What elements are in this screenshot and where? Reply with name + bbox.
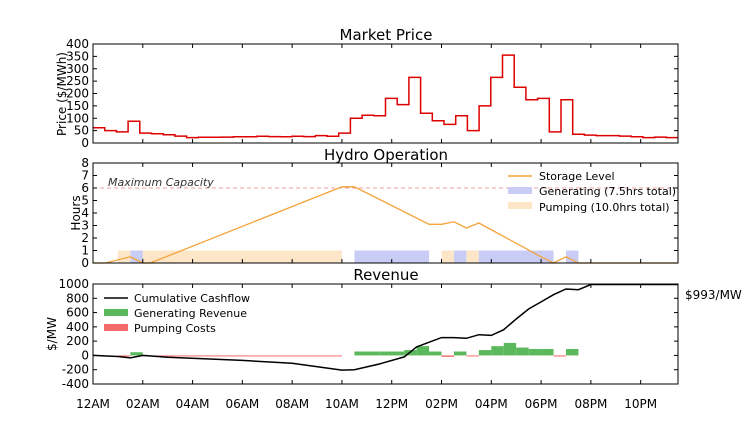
- hours-ytick-label: 2: [81, 231, 89, 245]
- hours-ytick-label: 8: [81, 156, 89, 170]
- maximum-capacity-annotation: Maximum Capacity: [108, 176, 214, 189]
- x-tick-label: 02AM: [126, 397, 160, 411]
- pumping-cost-bar: [553, 355, 566, 357]
- x-tick-label: 04AM: [176, 397, 210, 411]
- legend-pumping-label: Pumping (10.0hrs total): [539, 201, 670, 214]
- revenue-ytick-label: 800: [66, 291, 89, 305]
- price-ytick-label: 100: [66, 111, 89, 125]
- generating-revenue-bar: [379, 351, 405, 356]
- legend-pump-cost-label: Pumping Costs: [134, 322, 216, 335]
- pumping-cost-bar: [142, 355, 342, 357]
- generating-revenue-bar: [478, 350, 492, 356]
- price-ytick-label: 150: [66, 99, 89, 113]
- legend-storage-label: Storage Level: [539, 170, 615, 183]
- generating-revenue-bar: [528, 349, 542, 356]
- x-tick-label: 06PM: [525, 397, 558, 411]
- hydro-operation-frame: [92, 162, 679, 264]
- generating-revenue-bar: [503, 342, 517, 356]
- price-ytick-label: 200: [66, 87, 89, 101]
- pumping-block: [466, 250, 479, 263]
- pumping-block: [117, 250, 131, 263]
- revenue-ytick-label: 1000: [58, 277, 89, 291]
- generating-block: [565, 250, 579, 263]
- legend-generating-swatch: [508, 187, 532, 194]
- revenue-title: Revenue: [353, 266, 418, 284]
- generating-revenue-bar: [416, 346, 430, 356]
- final-cashflow-label: $993/MW: [685, 288, 742, 302]
- pumping-block: [441, 250, 454, 263]
- x-tick-label: 10AM: [325, 397, 359, 411]
- legend-pump-cost-swatch: [104, 324, 128, 331]
- revenue-ytick-label: -400: [62, 377, 89, 391]
- legend-cashflow-label: Cumulative Cashflow: [134, 292, 250, 305]
- hours-ytick-label: 4: [81, 206, 89, 220]
- generating-revenue-bar: [429, 351, 442, 356]
- legend-gen-revenue-label: Generating Revenue: [134, 307, 247, 320]
- revenue-ytick-label: -200: [62, 363, 89, 377]
- price-ytick-label: 50: [74, 124, 89, 138]
- hydro-legend: Storage Level Generating (7.5hrs total) …: [508, 170, 676, 214]
- generating-revenue-bar: [453, 351, 467, 356]
- cumulative-cashflow-line: [92, 283, 678, 371]
- market-price-title: Market Price: [340, 26, 433, 44]
- legend-pumping-swatch: [508, 202, 532, 209]
- market-price-frame: [92, 43, 679, 144]
- legend-gen-revenue-swatch: [104, 309, 128, 316]
- revenue-ytick-label: 400: [66, 320, 89, 334]
- generating-block: [354, 250, 430, 263]
- revenue-legend: Cumulative Cashflow Generating Revenue P…: [104, 292, 250, 335]
- hours-ytick-label: 5: [81, 194, 89, 208]
- price-ytick-label: 0: [81, 136, 89, 150]
- x-tick-label: 10PM: [624, 397, 657, 411]
- x-tick-label: 02PM: [425, 397, 458, 411]
- x-tick-label: 06AM: [225, 397, 259, 411]
- hours-ylabel: Hours: [69, 195, 83, 230]
- pumping-cost-bar: [117, 355, 131, 357]
- hydro-operation-title: Hydro Operation: [324, 146, 448, 164]
- generating-block: [130, 250, 143, 263]
- revenue-ylabel: $/MW: [45, 317, 59, 351]
- hours-ytick-label: 7: [81, 169, 89, 183]
- generating-revenue-bar: [516, 347, 529, 356]
- x-axis-labels: 12AM 02AM 04AM 06AM 08AM 10AM 12PM 02PM 04PM 06PM…: [76, 397, 657, 411]
- generating-revenue-bar: [130, 352, 143, 356]
- price-ylabel: Price ($/MWh): [55, 52, 69, 136]
- price-line: [93, 54, 678, 139]
- hours-ytick-label: 6: [81, 181, 89, 195]
- revenue-ytick-label: 200: [66, 334, 89, 348]
- price-ytick-label: 250: [66, 74, 89, 88]
- storage-level-line: [93, 186, 678, 264]
- x-tick-label: 12AM: [76, 397, 110, 411]
- generating-revenue-bar: [541, 349, 554, 356]
- x-tick-label: 04PM: [475, 397, 508, 411]
- hours-ytick-label: 3: [81, 219, 89, 233]
- pumping-cost-bar: [441, 355, 454, 357]
- x-tick-label: 08PM: [574, 397, 607, 411]
- generating-revenue-bar: [565, 349, 579, 356]
- market-price-panel: Market Price Price ($/MWh) 0501001502002…: [55, 26, 679, 150]
- hours-ytick-label: 0: [81, 256, 89, 270]
- pumping-cost-bar: [466, 355, 479, 357]
- hours-ytick-label: 1: [81, 244, 89, 258]
- price-ytick-label: 300: [66, 62, 89, 76]
- generating-block: [453, 250, 467, 263]
- revenue-frame: [92, 283, 679, 385]
- price-ytick-label: 350: [66, 49, 89, 63]
- x-tick-label: 08AM: [275, 397, 309, 411]
- generating-revenue-bar: [491, 346, 504, 356]
- revenue-ytick-label: 600: [66, 306, 89, 320]
- revenue-ytick-label: 0: [81, 348, 89, 362]
- legend-generating-label: Generating (7.5hrs total): [539, 185, 676, 198]
- price-ytick-label: 400: [66, 37, 89, 51]
- x-tick-label: 12PM: [375, 397, 408, 411]
- generating-revenue-bar: [354, 351, 380, 356]
